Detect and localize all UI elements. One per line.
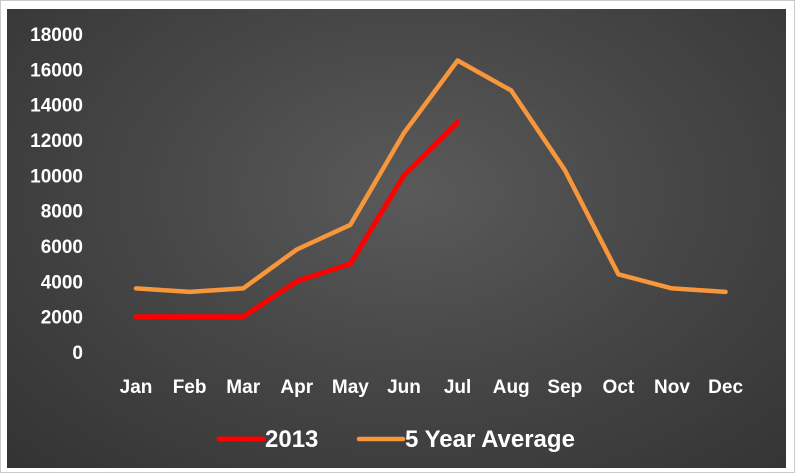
- y-tick-label: 2000: [41, 308, 83, 329]
- x-tick-label: Sep: [547, 377, 582, 398]
- x-tick-label: Feb: [173, 377, 207, 398]
- chart-panel: 0 2000 4000 6000 8000 10000 12000 14000 16000 180…: [7, 9, 786, 468]
- x-tick-label: Oct: [603, 377, 635, 398]
- x-tick-label: Aug: [493, 377, 530, 398]
- line-chart: 0 2000 4000 6000 8000 10000 12000 14000 16000 180…: [30, 25, 744, 453]
- legend: 2013 5 Year Average: [216, 426, 575, 453]
- y-tick-label: 16000: [30, 60, 83, 81]
- x-tick-label: Dec: [708, 377, 743, 398]
- y-tick-label: 0: [72, 343, 83, 364]
- x-tick-label: May: [332, 377, 369, 398]
- y-tick-label: 4000: [41, 272, 83, 293]
- y-tick-label: 18000: [30, 25, 83, 46]
- x-axis-ticks: Jan Feb Mar Apr May Jun Jul Aug Sep Oct Nov Dec: [120, 377, 744, 398]
- y-tick-label: 10000: [30, 166, 83, 187]
- legend-label: 2013: [265, 426, 318, 453]
- legend-label: 5 Year Average: [405, 426, 575, 453]
- y-tick-label: 12000: [30, 131, 83, 152]
- series-line-5-year-average: [133, 58, 728, 295]
- y-tick-label: 8000: [41, 202, 83, 223]
- x-tick-label: Jan: [120, 377, 153, 398]
- series-lines: [133, 58, 728, 320]
- x-tick-label: Jun: [387, 377, 421, 398]
- x-tick-label: Nov: [654, 377, 690, 398]
- y-tick-label: 14000: [30, 96, 83, 117]
- x-tick-label: Jul: [444, 377, 471, 398]
- x-tick-label: Mar: [226, 377, 260, 398]
- y-axis-ticks: 0 2000 4000 6000 8000 10000 12000 14000 16000 180…: [30, 25, 83, 364]
- y-tick-label: 6000: [41, 237, 83, 258]
- series-line-2013: [133, 119, 461, 320]
- x-tick-label: Apr: [280, 377, 313, 398]
